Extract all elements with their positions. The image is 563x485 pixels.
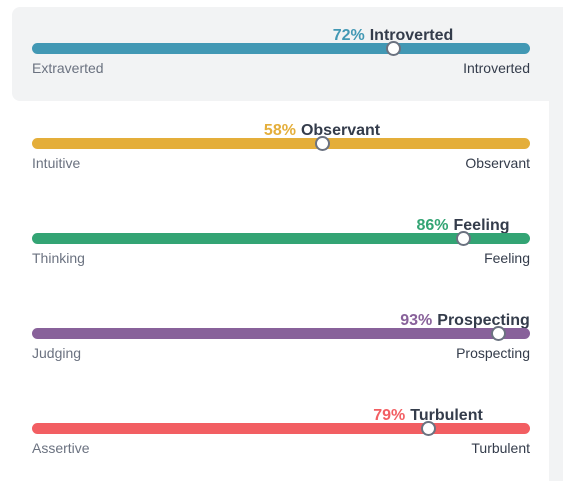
trait-row-turbulent[interactable]: 79% Turbulent Assertive Turbulent xyxy=(32,405,530,485)
trait-heading: 93% Prospecting xyxy=(400,310,530,332)
trait-heading: 58% Observant xyxy=(264,120,380,142)
trait-name: Observant xyxy=(300,122,381,139)
trait-right-label: Turbulent xyxy=(471,440,530,456)
trait-slider-knob[interactable] xyxy=(386,41,401,56)
trait-bar xyxy=(32,423,530,434)
trait-left-label: Assertive xyxy=(32,440,90,456)
trait-slider-knob[interactable] xyxy=(421,421,436,436)
trait-percent: 79% xyxy=(373,407,406,424)
trait-bar xyxy=(32,138,530,149)
trait-slider-knob[interactable] xyxy=(315,136,330,151)
trait-right-label: Introverted xyxy=(463,60,530,76)
trait-left-label: Extraverted xyxy=(32,60,104,76)
selected-trait-highlight xyxy=(12,7,563,101)
trait-percent: 58% xyxy=(263,122,296,139)
trait-row-prospecting[interactable]: 93% Prospecting Judging Prospecting xyxy=(32,310,530,390)
trait-bar xyxy=(32,328,530,339)
trait-row-observant[interactable]: 58% Observant Intuitive Observant xyxy=(32,120,530,200)
trait-slider-knob[interactable] xyxy=(456,231,471,246)
trait-heading: 72% Introverted xyxy=(333,25,454,47)
trait-left-label: Intuitive xyxy=(32,155,81,171)
trait-percent: 86% xyxy=(416,217,449,234)
panel-edge xyxy=(549,101,563,481)
trait-left-label: Thinking xyxy=(32,250,85,266)
trait-name: Feeling xyxy=(453,217,510,234)
trait-row-introverted[interactable]: 72% Introverted Extraverted Introverted xyxy=(32,25,530,105)
trait-percent: 72% xyxy=(332,27,365,44)
trait-left-label: Judging xyxy=(32,345,82,361)
trait-bar xyxy=(32,233,530,244)
trait-heading: 79% Turbulent xyxy=(373,405,483,427)
trait-percent: 93% xyxy=(400,312,433,329)
trait-right-label: Observant xyxy=(465,155,530,171)
trait-slider-knob[interactable] xyxy=(491,326,506,341)
trait-name: Turbulent xyxy=(410,407,483,424)
trait-name: Prospecting xyxy=(437,312,530,329)
trait-name: Introverted xyxy=(369,27,454,44)
trait-right-label: Prospecting xyxy=(456,345,530,361)
trait-bar xyxy=(32,43,530,54)
trait-row-feeling[interactable]: 86% Feeling Thinking Feeling xyxy=(32,215,530,295)
trait-right-label: Feeling xyxy=(484,250,530,266)
trait-heading: 86% Feeling xyxy=(416,215,509,237)
